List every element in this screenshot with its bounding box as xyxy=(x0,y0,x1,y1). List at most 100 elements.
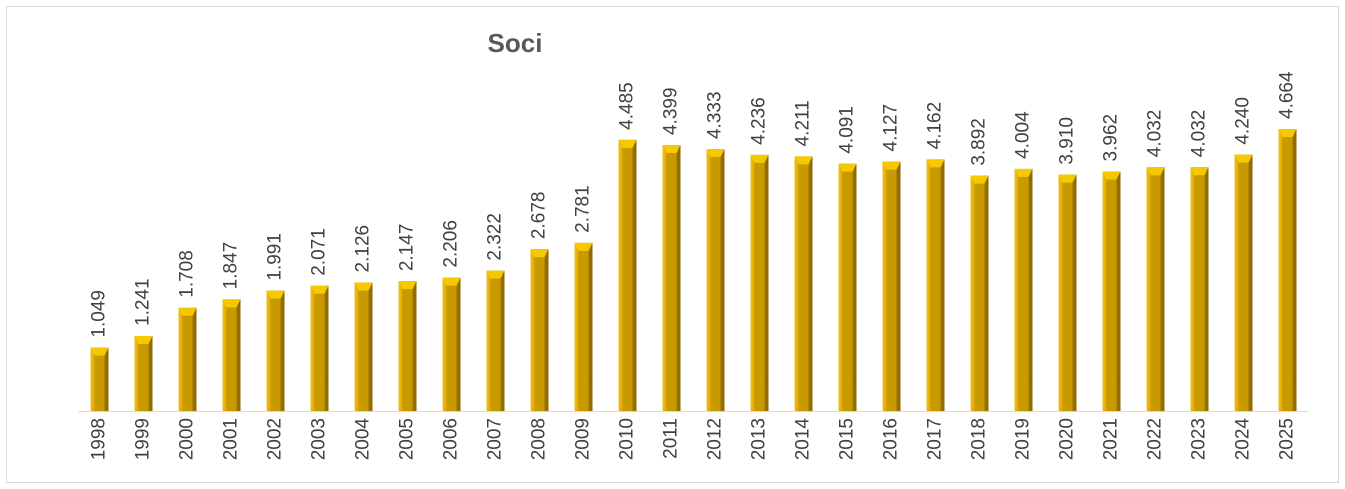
x-tick-label: 2003 xyxy=(309,418,330,460)
bar-cap xyxy=(442,277,461,286)
value-label: 3.910 xyxy=(1057,117,1078,165)
x-tick-label: 2012 xyxy=(705,418,726,460)
bar xyxy=(1102,171,1121,411)
bar xyxy=(618,139,637,412)
bar-cap xyxy=(926,159,945,168)
bar xyxy=(178,307,197,411)
chart-title: Soci xyxy=(488,28,543,58)
value-label: 2.126 xyxy=(353,225,374,273)
bar xyxy=(354,282,373,411)
bar xyxy=(222,299,241,411)
bar-cap xyxy=(354,282,373,291)
value-label: 4.127 xyxy=(881,104,902,152)
x-tick-label: 2011 xyxy=(661,418,682,459)
bar xyxy=(1146,167,1165,411)
x-tick-label: 2001 xyxy=(221,418,242,460)
bar-cap xyxy=(574,242,593,251)
value-label: 4.091 xyxy=(837,106,858,154)
x-tick-label: 2015 xyxy=(837,418,858,460)
x-tick-label: 2009 xyxy=(573,418,594,460)
bar-cap xyxy=(266,290,285,299)
x-tick-label: 2019 xyxy=(1013,418,1034,460)
x-tick-label: 2008 xyxy=(529,418,550,460)
x-tick-label: 2020 xyxy=(1057,418,1078,460)
x-tick-label: 2017 xyxy=(925,418,946,460)
bar xyxy=(838,163,857,411)
bar xyxy=(1014,168,1033,411)
bar-cap xyxy=(134,335,153,344)
bar xyxy=(442,277,461,411)
bar xyxy=(310,285,329,411)
value-label: 4.333 xyxy=(705,91,726,139)
bar-cap xyxy=(178,307,197,316)
x-tick-label: 2024 xyxy=(1233,418,1254,461)
bar-cap xyxy=(1102,171,1121,180)
x-tick-label: 2007 xyxy=(485,418,506,460)
x-tick-label: 2016 xyxy=(881,418,902,460)
value-label: 4.162 xyxy=(925,102,946,150)
bar xyxy=(662,145,681,412)
bar-cap xyxy=(530,249,549,258)
bar xyxy=(970,175,989,411)
value-label: 3.962 xyxy=(1101,114,1122,162)
value-label: 1.991 xyxy=(265,233,286,281)
x-tick-label: 2023 xyxy=(1189,418,1210,460)
value-label: 4.211 xyxy=(793,100,814,146)
x-tick-label: 2021 xyxy=(1101,418,1122,460)
bar-cap xyxy=(838,163,857,172)
value-label: 2.678 xyxy=(529,192,550,240)
bar-cap xyxy=(310,285,329,294)
x-tick-label: 2006 xyxy=(441,418,462,460)
bar-cap xyxy=(1146,167,1165,176)
value-label: 4.664 xyxy=(1277,71,1298,119)
x-tick-label: 2013 xyxy=(749,418,770,460)
bar-cap xyxy=(398,281,417,290)
x-tick-label: 1998 xyxy=(89,418,110,460)
bar-cap xyxy=(662,145,681,154)
value-label: 2.071 xyxy=(309,228,330,276)
bar xyxy=(794,156,813,411)
bar xyxy=(1234,154,1253,412)
bar-cap xyxy=(794,156,813,165)
bar-cap xyxy=(1234,154,1253,163)
value-label: 4.236 xyxy=(749,97,770,145)
x-tick-label: 2004 xyxy=(353,418,374,461)
value-label: 2.206 xyxy=(441,220,462,268)
bar-cap xyxy=(486,270,505,279)
bar xyxy=(706,149,725,411)
x-tick-label: 1999 xyxy=(133,418,154,460)
bar-cap xyxy=(1058,174,1077,183)
bar-cap xyxy=(882,161,901,170)
x-tick-label: 2022 xyxy=(1145,418,1166,460)
bar-cap xyxy=(1014,168,1033,177)
bar-cap xyxy=(706,149,725,158)
value-label: 4.032 xyxy=(1189,110,1210,158)
value-label: 1.049 xyxy=(89,290,110,338)
bar-cap xyxy=(90,347,109,356)
value-label: 1.708 xyxy=(177,250,198,298)
bar xyxy=(574,242,593,411)
value-label: 2.781 xyxy=(573,185,594,233)
bar xyxy=(882,161,901,411)
value-label: 1.847 xyxy=(221,242,242,290)
bar xyxy=(486,270,505,411)
value-label: 4.032 xyxy=(1145,110,1166,158)
bar xyxy=(90,347,109,411)
value-label: 2.322 xyxy=(485,213,506,261)
x-tick-label: 2002 xyxy=(265,418,286,460)
bar xyxy=(1190,167,1209,411)
value-label: 4.399 xyxy=(661,87,682,135)
bar xyxy=(926,159,945,411)
bar-cap xyxy=(618,139,637,148)
x-tick-label: 2014 xyxy=(793,418,814,461)
bar xyxy=(1058,174,1077,411)
bar xyxy=(134,335,153,411)
value-label: 3.892 xyxy=(969,118,990,166)
bar xyxy=(1278,129,1297,411)
x-tick-label: 2005 xyxy=(397,418,418,460)
bar xyxy=(398,281,417,411)
bar-cap xyxy=(1190,167,1209,176)
x-tick-label: 2025 xyxy=(1277,418,1298,460)
